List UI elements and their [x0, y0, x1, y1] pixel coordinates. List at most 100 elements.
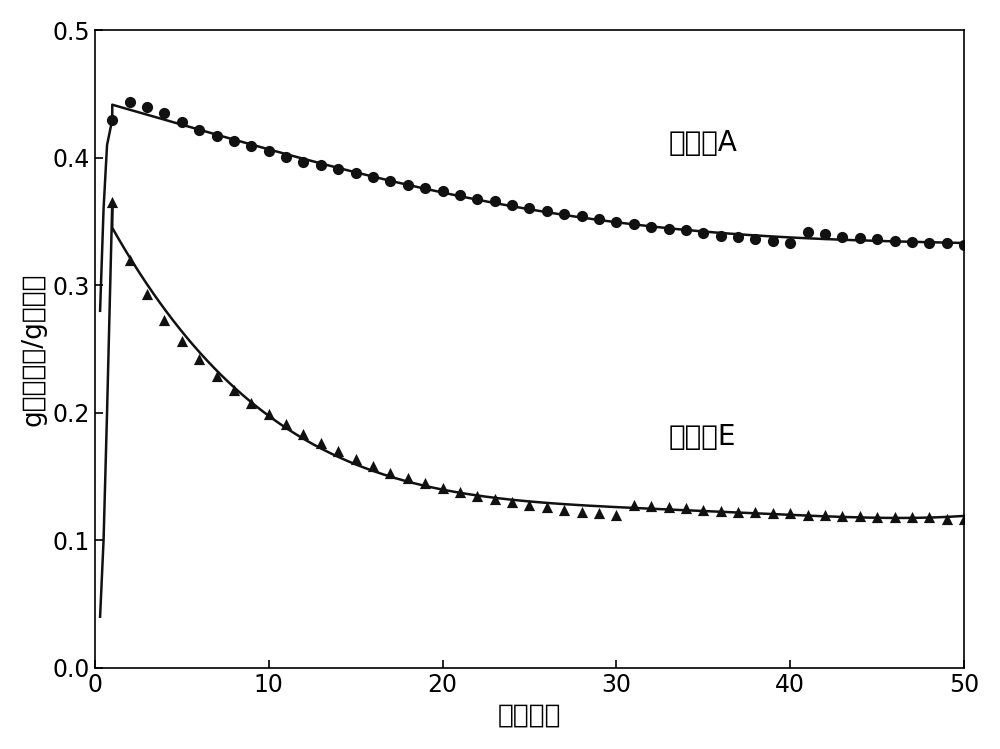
Point [834, 231, 850, 243]
Point [956, 238, 972, 250]
Point [313, 437, 329, 449]
X-axis label: 循环次数: 循环次数 [498, 702, 561, 728]
Point [261, 408, 277, 420]
Point [626, 499, 642, 511]
Point [365, 461, 381, 473]
Point [156, 314, 172, 326]
Point [904, 236, 920, 248]
Text: 复合体A: 复合体A [669, 130, 737, 157]
Point [417, 183, 433, 195]
Point [104, 196, 120, 208]
Point [382, 467, 398, 479]
Point [800, 225, 816, 237]
Point [591, 213, 607, 225]
Point [869, 512, 885, 524]
Point [730, 231, 746, 243]
Point [469, 192, 485, 204]
Point [608, 509, 624, 521]
Point [921, 237, 937, 249]
Point [574, 506, 590, 518]
Point [435, 482, 451, 494]
Point [452, 486, 468, 498]
Point [382, 175, 398, 187]
Point [295, 156, 311, 168]
Point [695, 227, 711, 239]
Point [852, 510, 868, 522]
Point [539, 205, 555, 217]
Point [191, 354, 207, 366]
Point [695, 503, 711, 515]
Point [209, 370, 225, 382]
Point [921, 512, 937, 524]
Point [104, 114, 120, 126]
Point [452, 189, 468, 201]
Text: 复合体E: 复合体E [669, 422, 736, 451]
Point [852, 232, 868, 244]
Point [800, 509, 816, 521]
Point [122, 96, 138, 108]
Point [122, 254, 138, 266]
Point [574, 210, 590, 222]
Point [661, 223, 677, 235]
Point [156, 107, 172, 119]
Point [782, 508, 798, 520]
Point [521, 499, 537, 511]
Point [556, 503, 572, 515]
Point [887, 512, 903, 524]
Point [834, 510, 850, 522]
Point [487, 195, 503, 207]
Point [661, 501, 677, 513]
Point [295, 428, 311, 440]
Point [504, 199, 520, 211]
Point [782, 237, 798, 249]
Point [191, 124, 207, 136]
Point [521, 201, 537, 213]
Point [747, 234, 763, 246]
Point [348, 452, 364, 464]
Point [139, 288, 155, 300]
Point [765, 234, 781, 246]
Point [939, 237, 955, 249]
Point [348, 167, 364, 179]
Point [765, 508, 781, 520]
Point [747, 506, 763, 518]
Point [678, 225, 694, 237]
Point [174, 336, 190, 348]
Point [869, 234, 885, 246]
Point [817, 228, 833, 240]
Point [643, 221, 659, 233]
Point [956, 512, 972, 524]
Point [713, 505, 729, 517]
Point [939, 512, 955, 524]
Point [243, 396, 259, 408]
Point [139, 101, 155, 113]
Point [608, 216, 624, 228]
Point [417, 477, 433, 489]
Point [678, 503, 694, 515]
Point [487, 494, 503, 506]
Point [400, 472, 416, 484]
Point [243, 140, 259, 152]
Point [591, 508, 607, 520]
Point [539, 501, 555, 513]
Point [278, 151, 294, 163]
Point [730, 506, 746, 518]
Point [365, 171, 381, 183]
Point [174, 116, 190, 128]
Point [504, 496, 520, 508]
Point [330, 163, 346, 175]
Point [643, 500, 659, 512]
Point [469, 490, 485, 502]
Point [209, 130, 225, 142]
Point [435, 185, 451, 197]
Point [330, 445, 346, 457]
Point [556, 208, 572, 220]
Point [313, 160, 329, 172]
Point [817, 509, 833, 521]
Point [713, 230, 729, 242]
Point [904, 512, 920, 524]
Point [278, 418, 294, 430]
Point [261, 145, 277, 157]
Point [226, 383, 242, 395]
Point [887, 234, 903, 246]
